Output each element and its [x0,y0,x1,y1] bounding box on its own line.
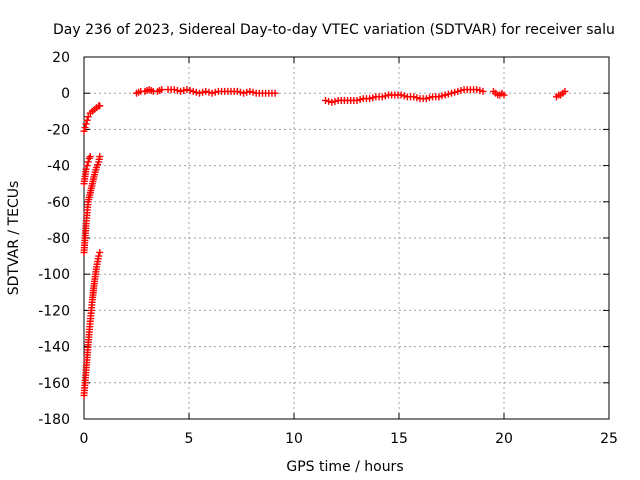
x-tick-label: 0 [80,431,89,447]
data-point [400,92,408,100]
data-point [325,97,333,105]
data-point [435,93,443,101]
data-point [479,87,487,95]
data-point [96,248,104,256]
data-point [177,87,185,95]
y-tick-label: -100 [38,267,70,283]
x-axis-label: GPS time / hours [286,459,403,475]
data-point [202,87,210,95]
data-point [243,88,251,96]
data-point [196,89,203,97]
data-point [378,93,386,101]
data-point [500,91,508,99]
x-tick-label: 10 [285,431,303,447]
data-point [331,97,339,105]
data-point [189,87,197,95]
y-tick-label: -20 [47,122,70,138]
data-point [233,87,241,95]
data-point [96,153,104,161]
data-point [82,120,90,128]
data-point [205,88,213,96]
data-point [170,86,178,94]
data-point [328,98,336,106]
data-point [422,95,430,103]
data-point [454,87,462,95]
data-point [83,116,91,124]
data-point [208,89,216,97]
data-point [86,153,94,161]
data-point [183,86,191,94]
data-point [369,94,377,102]
data-point [186,86,194,94]
data-point [96,102,104,110]
data-point [240,89,248,97]
y-axis: -180 -160 -140 -120 -100 -80 -60 -40 -20 0 20 [38,50,609,428]
data-point [246,87,254,95]
data-point [84,158,92,166]
y-tick-label: -160 [38,376,70,392]
data-point [444,90,452,98]
data-point [271,89,279,97]
data-point [180,86,188,94]
data-point [82,165,90,173]
data-point [476,86,484,94]
data-point [236,88,244,96]
y-tick-label: 0 [61,86,70,102]
y-tick-label: -140 [38,340,70,356]
data-point [413,94,421,102]
data-point [199,88,207,96]
y-tick-label: -60 [47,195,70,211]
data-point [95,252,103,260]
x-axis: 0 5 10 15 20 25 [80,57,618,447]
x-tick-label: 20 [495,431,513,447]
data-point [441,91,449,99]
y-tick-label: -80 [47,231,70,247]
grid [84,57,609,419]
data-point [322,96,329,104]
data-point [192,88,200,96]
y-tick-label: -120 [38,303,70,319]
x-tick-label: 5 [185,431,194,447]
x-tick-label: 25 [600,431,618,447]
data-point [448,89,455,97]
y-axis-label: SDTVAR / TECUs [6,181,22,296]
y-tick-label: -180 [38,412,70,428]
data-point [356,96,364,104]
data-point [84,113,92,121]
data-point [473,86,481,94]
data-point [397,91,405,99]
y-tick-label: -40 [47,159,70,175]
data-point [158,86,166,94]
data-point [381,92,389,100]
data-point [353,96,361,104]
data-point [457,86,465,94]
data-point [451,88,459,96]
data-point [425,94,433,102]
data-point [410,93,418,101]
y-tick-label: 20 [52,50,70,66]
data-point [80,127,88,135]
data-point [173,86,181,94]
data-points [80,86,569,399]
data-point [249,88,257,96]
data-point [561,87,569,95]
data-point [366,95,374,103]
data-point [211,88,219,96]
x-tick-label: 15 [390,431,408,447]
data-point [83,162,91,170]
chart-title: Day 236 of 2023, Sidereal Day-to-day VTE… [53,22,615,38]
data-point [81,124,89,132]
data-point [438,92,446,100]
